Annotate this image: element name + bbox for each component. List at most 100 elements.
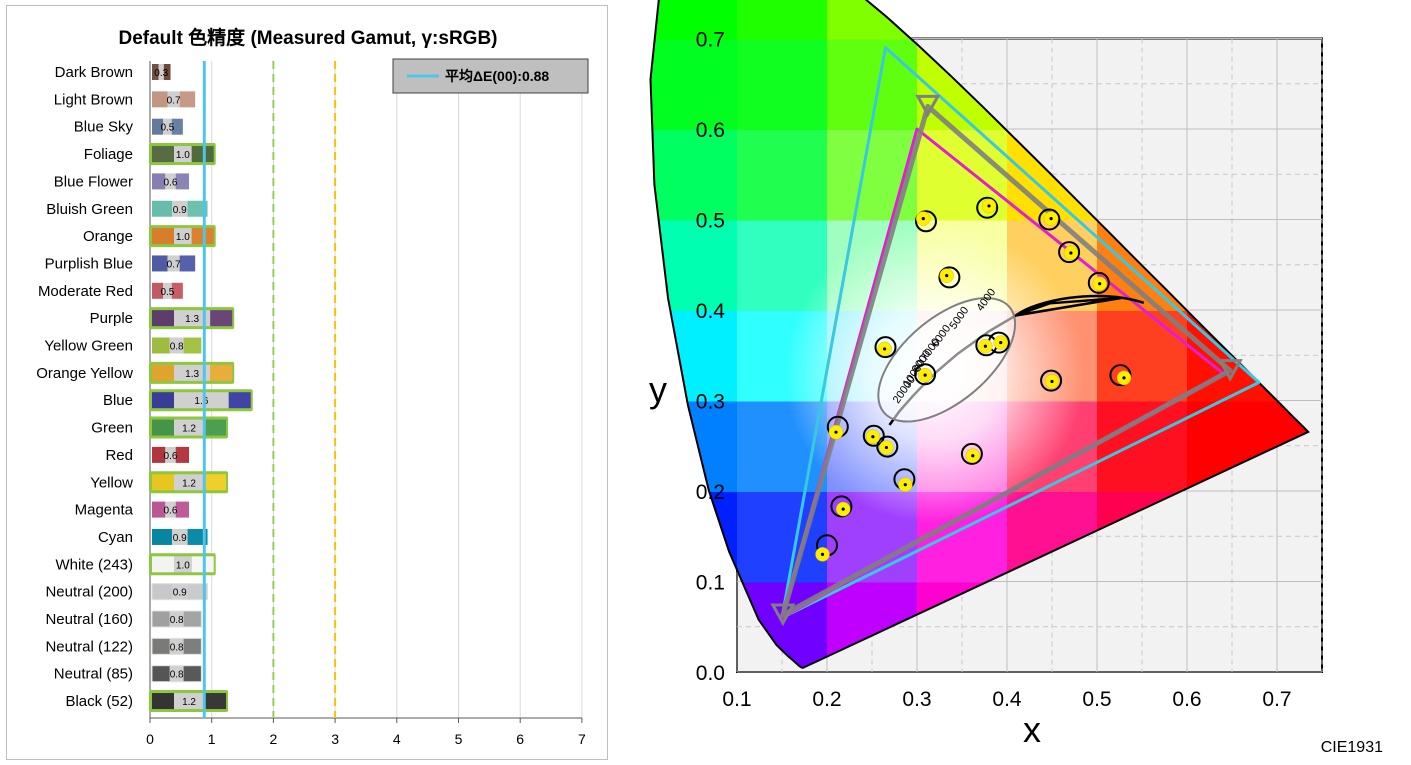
bar-value-label: 0.8 [170,670,184,681]
bar-value-area [174,364,211,381]
bar-value-label: 1.6 [194,396,208,407]
bar-reference-color [152,337,170,354]
bar-reference-color [152,173,166,190]
bar-measured-color [163,64,171,80]
measured-point-center [999,340,1003,345]
bar-group: Black (52) 1.2 [65,690,229,713]
spectral-locus-outline [649,0,1310,669]
x-tick-label: 6 [516,731,524,747]
bar-value-area [174,419,205,436]
measured-point-center [871,435,875,439]
y-tick-label: 0.1 [696,572,725,595]
bar-value-area [174,146,192,163]
bar-measured-color [210,310,233,327]
bar-measured-color [187,528,208,545]
x-tick-label: 0.1 [722,688,751,711]
bar-value-area [167,255,180,272]
bar-group: Orange 1.0 [83,225,216,248]
measured-point-center [841,507,845,511]
bar-value-area [171,200,188,217]
bar-value-area [174,392,229,409]
bar-value-area [174,556,192,573]
bar-value-area [169,611,184,627]
category-label: Black (52) [65,693,133,710]
x-tick-label: 0.5 [1082,688,1111,711]
measured-point-center [903,483,907,487]
y-tick-label: 0.2 [696,481,725,504]
measured-point-center [971,454,975,458]
bar-reference-color [152,364,174,381]
measured-point-center [1069,251,1073,255]
bar-reference-color [152,693,174,710]
delta-e-chart-panel: Default 色精度 (Measured Gamut, γ:sRGB) 0 1 2 3… [6,5,608,760]
category-label: Neutral (200) [45,584,133,601]
category-label: Moderate Red [38,283,133,300]
category-label: Neutral (85) [54,666,133,683]
bar-value-area [171,528,188,545]
bar-value-label: 0.8 [170,642,184,653]
bar-group: Magenta 0.6 [75,501,190,519]
target-circle [1040,369,1063,392]
bar-value-label: 0.5 [160,287,174,298]
y-axis-title: y [649,369,667,410]
bar-outline [151,610,202,628]
bar-group: Blue Flower 0.6 [54,173,190,190]
bar-reference-color [152,200,172,217]
category-label: Purple [90,310,133,327]
bar-reference-color [152,446,166,463]
legend: 平均ΔE(00):0.88 [392,58,589,94]
bar-reference-color [152,501,166,518]
spectral-cell [650,0,738,40]
category-label: Dark Brown [55,64,133,81]
bar-value-label: 0.6 [164,506,178,517]
cct-ellipse [877,297,1017,423]
measured-point-center [1122,376,1126,380]
bar-group: Neutral (160) 0.8 [45,610,202,628]
bar-reference-color [152,310,174,327]
bar-reference-color [152,64,159,80]
bar-group: Yellow 1.2 [90,471,229,494]
spectral-cell [650,38,738,130]
measured-point-center [1098,282,1102,286]
bar-reference-color [152,419,174,436]
bar-measured-color [187,200,208,217]
bar-reference-color [152,638,170,655]
x-tick-label: 4 [393,731,401,747]
spectral-cell [917,0,1008,40]
bar-value-area [158,64,164,80]
bar-group: Purple 1.3 [90,307,235,330]
bar-value-area [165,446,176,463]
measured-point-center [987,204,991,208]
bar-group: Blue 1.6 [103,389,253,412]
category-label: Orange Yellow [36,365,133,382]
bar-value-label: 1.2 [182,697,196,708]
bar-reference-color [152,146,174,163]
bar-group: Neutral (122) 0.8 [45,637,202,655]
bar-measured-color [183,665,202,682]
bar-value-label: 0.8 [170,615,184,626]
bar-measured-color [171,118,183,135]
bar-group: Red 0.6 [105,446,190,464]
bar-group: Foliage 1.0 [84,143,216,166]
x-tick-label: 3 [331,731,339,747]
measured-point-center [923,373,927,377]
target-circle [1087,271,1110,294]
bar-value-label: 1.2 [182,478,196,489]
category-label: Red [105,447,133,464]
bar-value-label: 0.6 [164,177,178,188]
bar-measured-color [191,228,214,245]
bar-measured-color [183,611,202,627]
measured-point-center [1050,379,1054,384]
bar-group: Blue Sky 0.5 [74,118,183,136]
x-tick-label: 0.7 [1262,688,1291,711]
category-label: Foliage [84,146,133,163]
diagram-label: CIE1931 [1321,739,1383,756]
bar-value-label: 1.3 [185,314,199,325]
bar-measured-color [228,392,251,409]
y-tick-label: 0.7 [696,29,725,52]
bar-value-area [169,638,184,655]
y-tick-label: 0.6 [696,119,725,142]
bar-value-label: 1.0 [176,560,190,571]
bar-value-area [163,118,172,135]
bar-reference-color [152,474,174,491]
